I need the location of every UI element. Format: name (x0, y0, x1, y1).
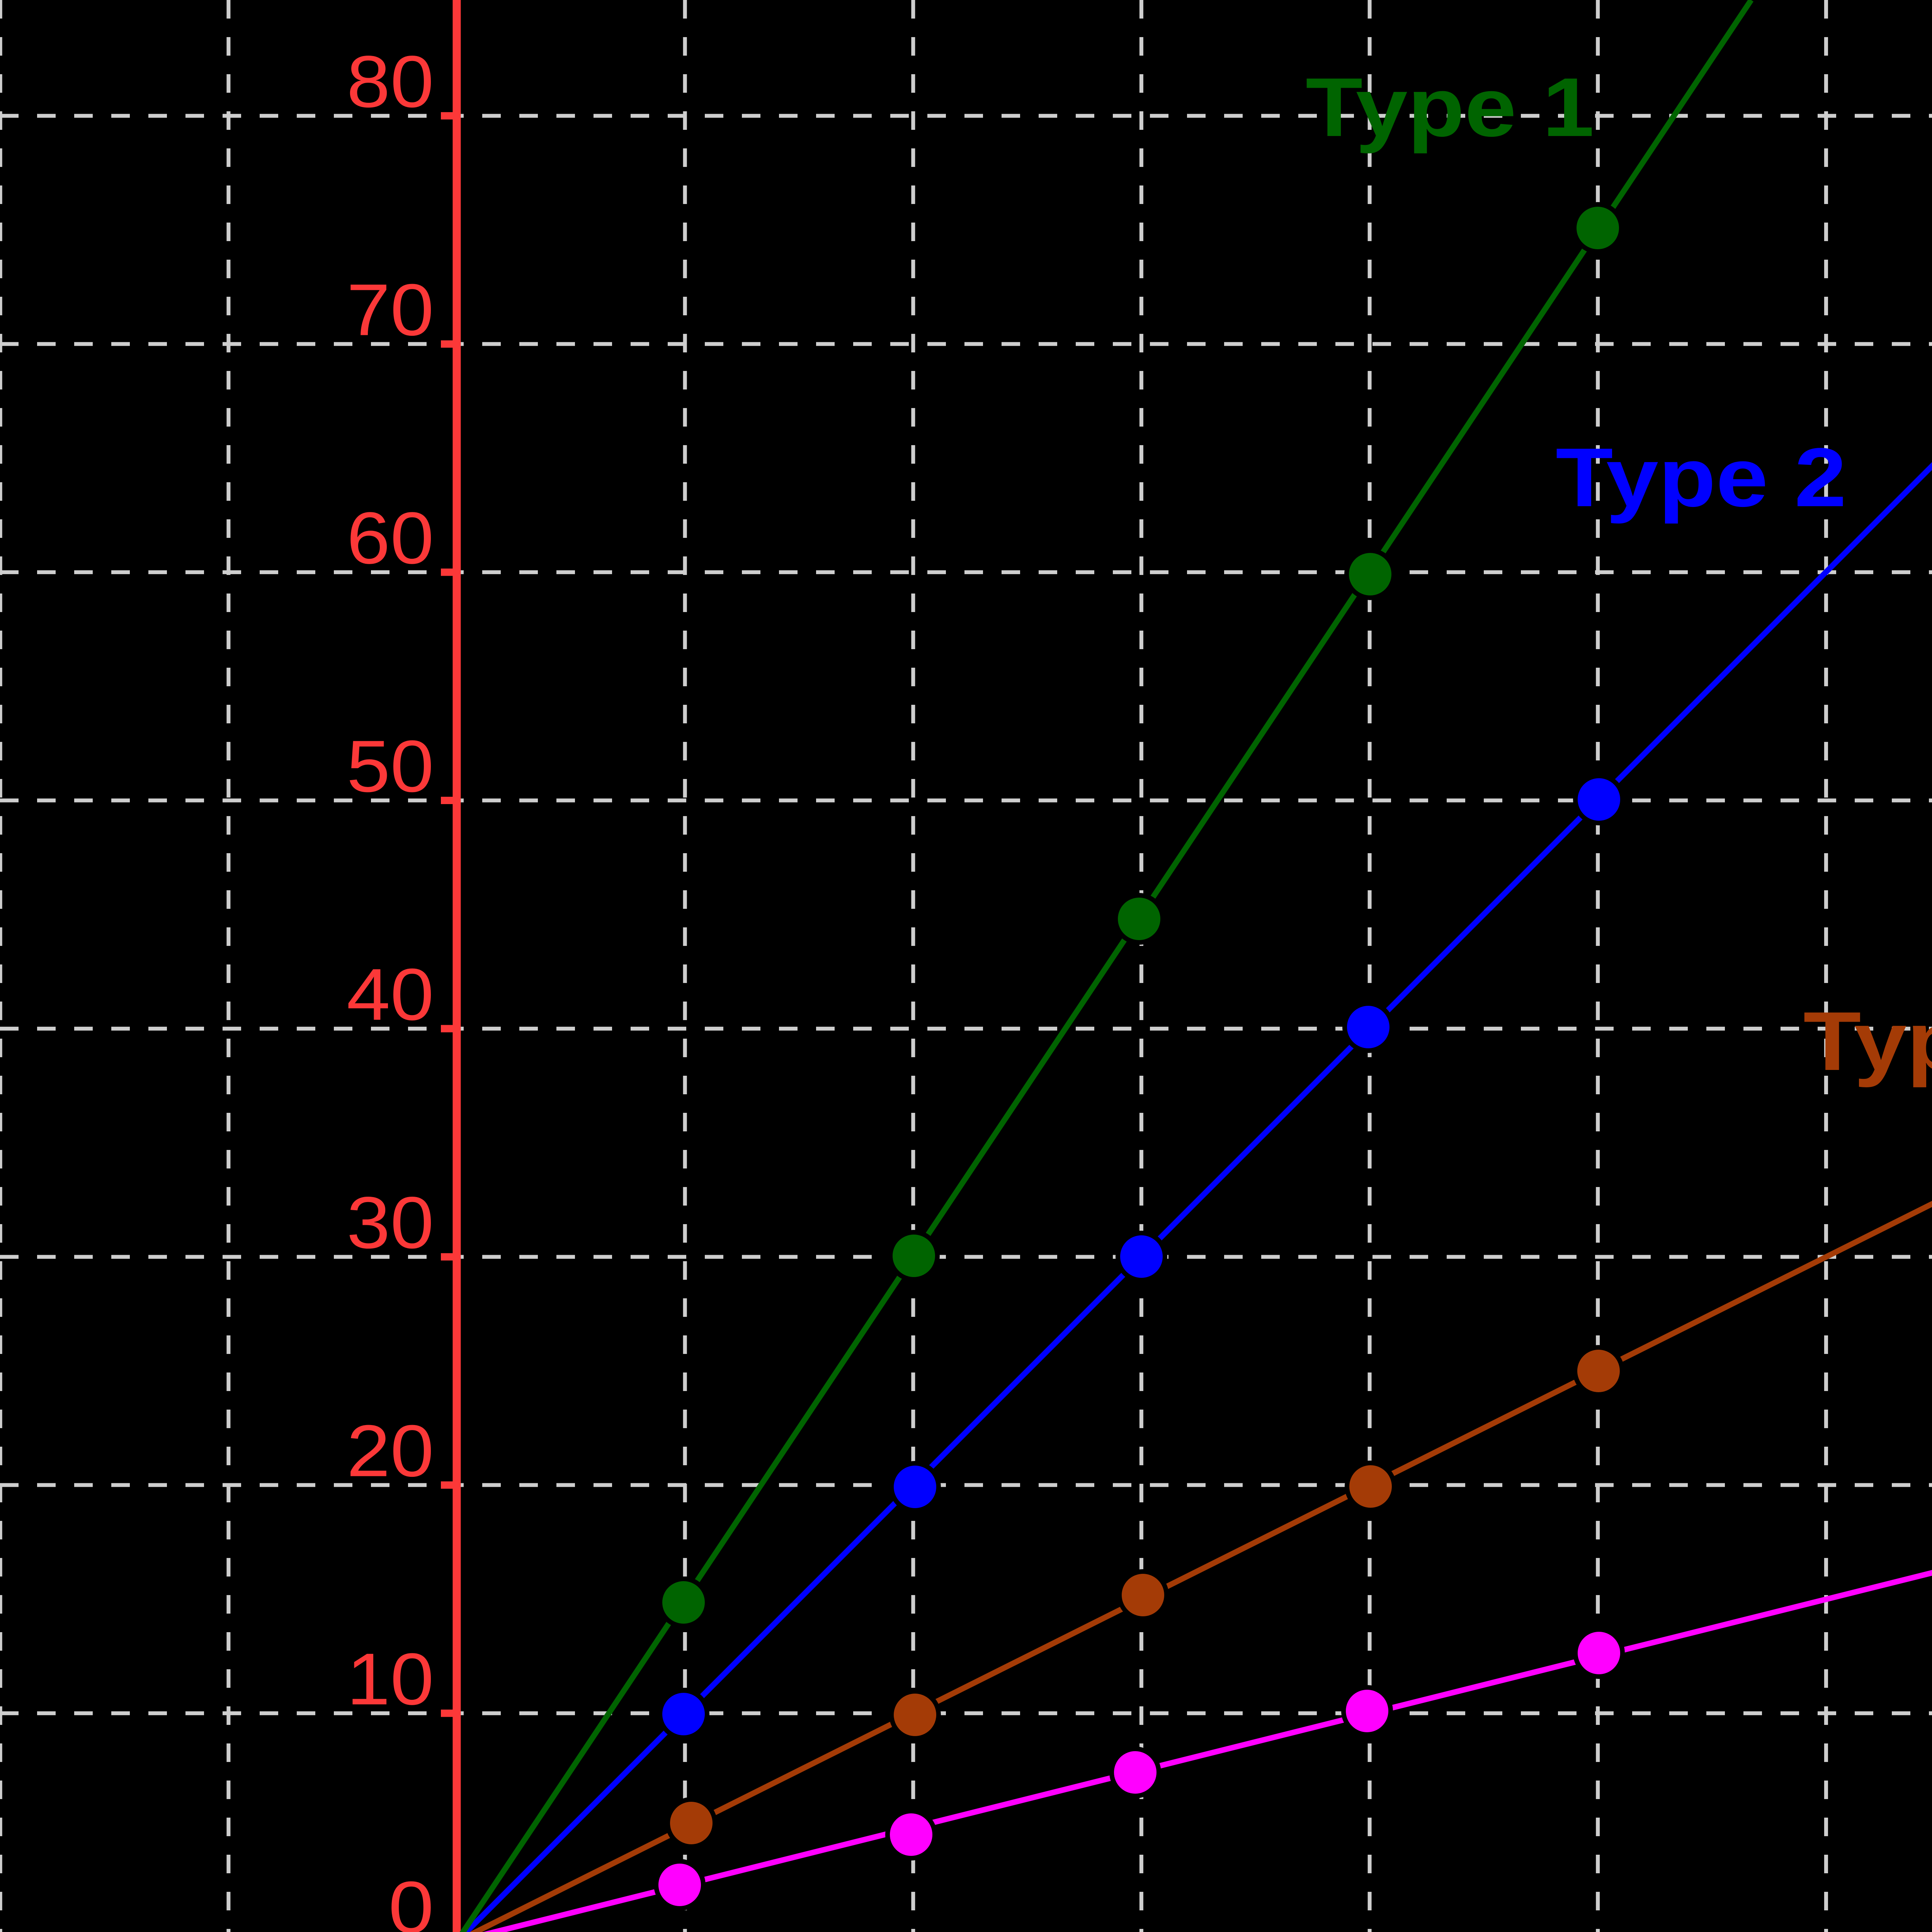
svg-text:30: 30 (347, 1182, 434, 1264)
svg-text:80: 80 (347, 41, 434, 123)
svg-text:Type 3: Type 3 (1803, 994, 1932, 1088)
svg-text:10: 10 (347, 1638, 434, 1720)
svg-text:70: 70 (347, 269, 434, 351)
svg-text:40: 40 (347, 954, 434, 1036)
svg-text:Type 2: Type 2 (1556, 430, 1847, 524)
svg-text:50: 50 (347, 726, 434, 808)
svg-text:Type 1: Type 1 (1306, 60, 1594, 154)
svg-text:0: 0 (388, 1867, 434, 1932)
svg-text:60: 60 (347, 497, 434, 579)
svg-text:20: 20 (347, 1410, 434, 1492)
